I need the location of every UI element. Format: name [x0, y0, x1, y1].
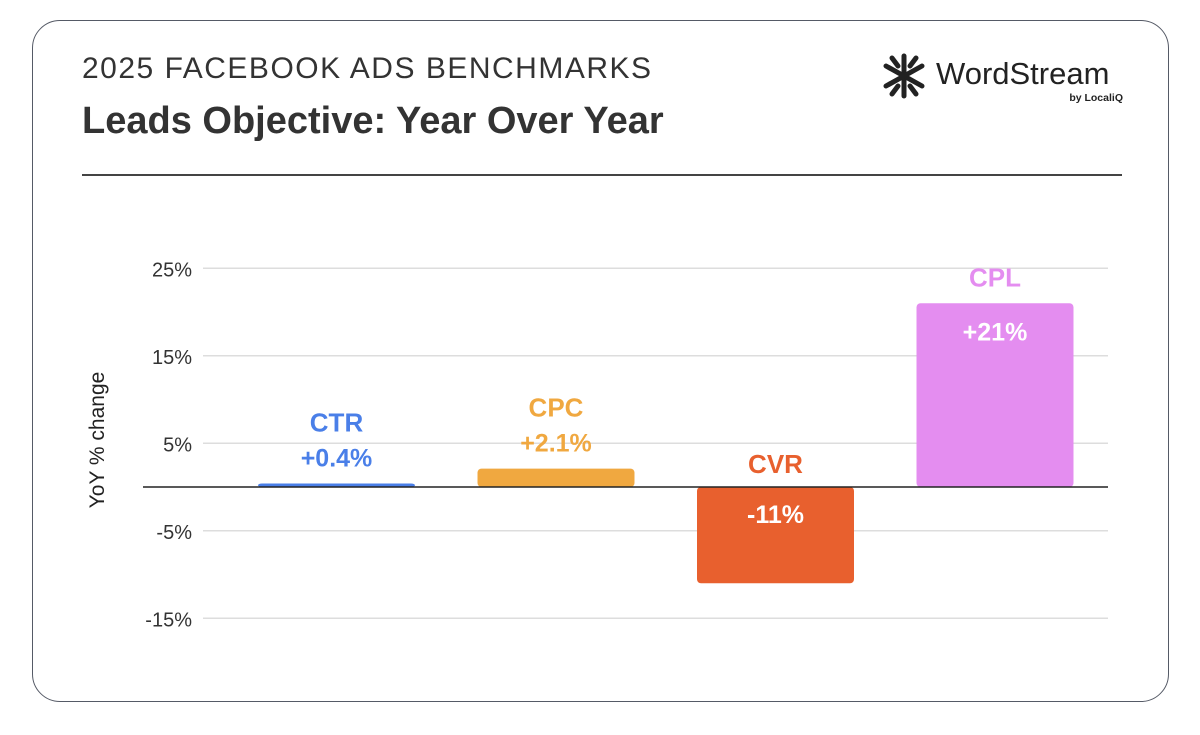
category-label: CTR	[310, 408, 364, 438]
y-tick-label: -15%	[145, 609, 192, 631]
chart-supertitle: 2025 FACEBOOK ADS BENCHMARKS	[82, 52, 653, 85]
wordstream-logo-text: WordStream	[936, 56, 1110, 91]
bar-cpc	[477, 468, 635, 487]
y-tick-label: 25%	[152, 259, 192, 281]
chart-title: Leads Objective: Year Over Year	[82, 100, 664, 142]
title-divider	[82, 174, 1122, 176]
category-label: CPC	[529, 393, 584, 423]
wordstream-asterisk-icon	[883, 53, 925, 99]
y-tick-label: -5%	[156, 522, 192, 544]
data-label: +21%	[963, 318, 1028, 346]
y-tick-label: 5%	[163, 434, 192, 456]
wordstream-logo-subtext: by LocaliQ	[1069, 92, 1123, 104]
data-label: -11%	[747, 501, 804, 529]
category-label: CVR	[748, 449, 803, 479]
bar-cvr	[697, 487, 854, 584]
category-label: CPL	[969, 262, 1021, 292]
bar-ctr	[258, 483, 415, 487]
data-label: +0.4%	[301, 445, 373, 473]
y-axis-label: YoY % change	[86, 372, 109, 509]
bar-cpl	[916, 303, 1074, 487]
y-tick-label: 15%	[152, 347, 192, 369]
data-label: +2.1%	[520, 430, 592, 458]
